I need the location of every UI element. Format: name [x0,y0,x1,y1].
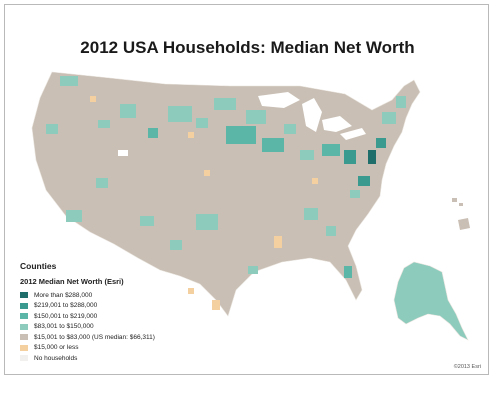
legend-item: $83,001 to $150,000 [20,322,230,333]
legend-heading: Counties [20,261,57,271]
hawaii-islands [452,198,470,230]
legend-item: No households [20,353,230,364]
legend-swatch [20,323,28,330]
legend-label: $15,001 to $83,000 (US median: $66,311) [34,333,155,341]
legend-label: $150,001 to $219,000 [34,312,98,320]
copyright-credit: ©2013 Esri [453,364,481,370]
map-title: 2012 USA Households: Median Net Worth [80,38,415,57]
legend-item: $150,001 to $219,000 [20,311,230,322]
legend-label: More than $288,000 [34,291,93,299]
contiguous-us-landmass [31,71,421,317]
legend-label: $83,001 to $150,000 [34,323,94,331]
legend-label: No households [34,354,78,362]
legend-item: $15,001 to $83,000 (US median: $66,311) [20,332,230,343]
county-patches [46,76,406,310]
legend-swatch [20,334,28,341]
legend-swatch [20,302,28,309]
legend-swatch [20,355,28,362]
legend-item: $219,001 to $288,000 [20,301,230,312]
legend-subheading: 2012 Median Net Worth (Esri) [20,277,124,286]
legend-item: More than $288,000 [20,290,230,301]
legend-item: $15,000 or less [20,343,230,354]
legend-swatch [20,292,28,299]
legend-label: $15,000 or less [34,344,79,352]
legend-label: $219,001 to $288,000 [34,302,98,310]
legend-swatch [20,344,28,351]
alaska-landmass [393,261,469,341]
legend: Counties 2012 Median Net Worth (Esri) Mo… [20,261,230,364]
great-lakes [258,92,366,140]
legend-swatch [20,313,28,320]
